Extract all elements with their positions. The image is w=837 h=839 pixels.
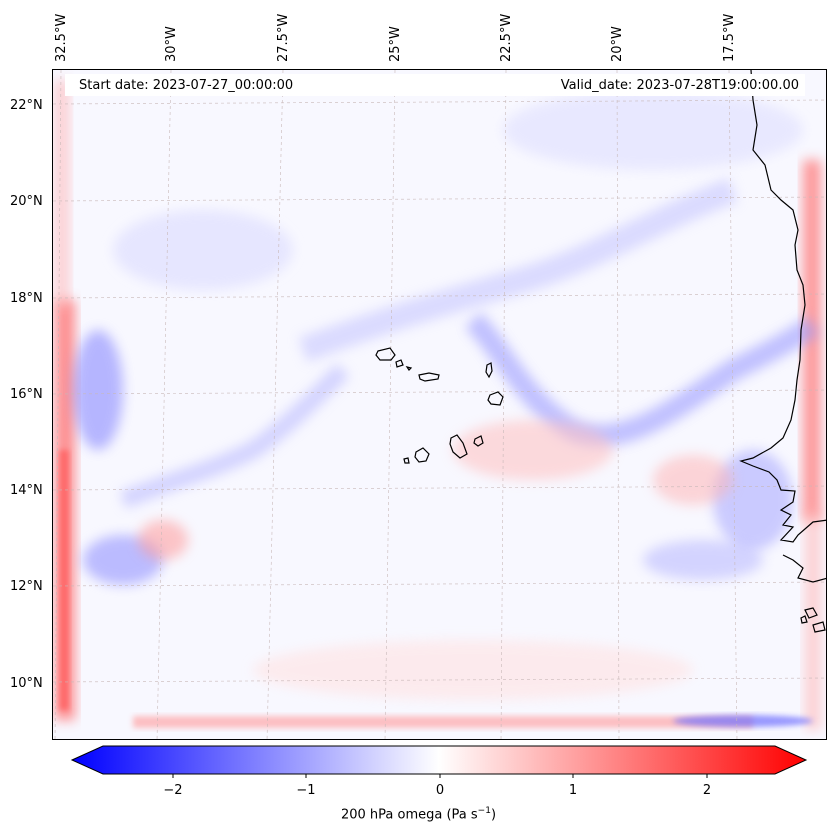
- lat-label-10n: 10°N: [10, 676, 43, 691]
- valid-date-text: Valid_date: 2023-07-28T19:00:00.00: [560, 78, 799, 93]
- lon-label-22.5w: 22.5°W: [499, 13, 514, 62]
- map-panel: [52, 69, 827, 740]
- map-gridlines: [53, 70, 826, 739]
- colorbar-title-text: 200 hPa omega (Pa s: [340, 807, 478, 823]
- island-santo-antao: [375, 347, 396, 361]
- colorbar: −2 −1 0 1 2: [70, 745, 808, 798]
- island-fogo: [414, 447, 430, 463]
- field-pos-east: [653, 455, 733, 505]
- field-neg-northwest: [113, 210, 293, 290]
- island-sal: [485, 362, 493, 379]
- lat-label-18n: 18°N: [10, 291, 43, 306]
- island-boa-vista: [487, 391, 504, 406]
- omega-field-map: [53, 70, 826, 739]
- grid-lat-12n: [53, 581, 826, 587]
- lon-label-20w: 20°W: [610, 26, 625, 62]
- colorbar-bar: [70, 745, 808, 775]
- grid-lon-30w: [156, 70, 172, 739]
- island-santiago: [449, 434, 468, 459]
- coastlines: [375, 70, 826, 633]
- lat-label-14n: 14°N: [10, 483, 43, 498]
- field-neg-band-west: [119, 363, 350, 509]
- start-date-text: Start date: 2023-07-27_00:00:00: [79, 78, 294, 93]
- lon-label-30w: 30°W: [164, 26, 179, 62]
- africa-coastline-south: [782, 554, 826, 583]
- lon-label-25w: 25°W: [388, 26, 403, 62]
- grid-lon-22.5w: [500, 70, 507, 739]
- island-santa-luzia: [405, 366, 413, 371]
- field-neg-southeast: [643, 540, 763, 580]
- grid-lon-32.5w: [54, 70, 62, 739]
- lat-label-12n: 12°N: [10, 579, 43, 594]
- field-left-boundary-core: [59, 450, 69, 710]
- lat-label-16n: 16°N: [10, 387, 43, 402]
- field-bottom-right-negative: [673, 715, 813, 727]
- island-sao-vicente: [395, 359, 404, 368]
- field-pos-south: [253, 640, 693, 700]
- colorbar-title: 200 hPa omega (Pa s−1): [0, 806, 837, 822]
- field-right-boundary: [803, 160, 821, 520]
- lon-label-27.5w: 27.5°W: [276, 13, 291, 62]
- grid-lon-27.5w: [266, 70, 284, 739]
- island-sao-nicolau: [418, 372, 440, 382]
- field-pos-west: [138, 520, 188, 560]
- grid-lon-20w: [616, 70, 620, 739]
- field-right-boundary-lower: [805, 510, 821, 730]
- omega-field: [55, 80, 821, 730]
- island-brava: [403, 457, 410, 464]
- island-maio: [473, 435, 484, 447]
- field-pos-center: [453, 420, 613, 480]
- field-left-boundary-upper: [55, 80, 69, 310]
- cbar-label-minus2: −2: [163, 783, 182, 798]
- cbar-label-1: 1: [569, 783, 577, 798]
- grid-lon-25w: [384, 70, 396, 739]
- field-neg-band-central: [465, 312, 820, 447]
- africa-coastline: [739, 70, 826, 543]
- lat-label-20n: 20°N: [10, 194, 43, 209]
- lon-label-32.5w: 32.5°W: [54, 13, 69, 62]
- cbar-label-0: 0: [436, 783, 444, 798]
- colorbar-title-close: ): [490, 807, 497, 823]
- field-neg-left: [73, 330, 123, 450]
- colorbar-ticks: [172, 774, 708, 778]
- lat-label-22n: 22°N: [10, 98, 43, 113]
- field-neg-east: [713, 450, 793, 550]
- lon-label-17.5w: 17.5°W: [722, 13, 737, 62]
- cbar-label-minus1: −1: [296, 783, 315, 798]
- bijagos-islands: [800, 607, 826, 633]
- field-neg-northeast: [503, 90, 803, 170]
- cbar-label-2: 2: [703, 783, 711, 798]
- title-banner: Start date: 2023-07-27_00:00:00 Valid_da…: [65, 74, 805, 96]
- grid-lon-17.5w: [728, 70, 738, 739]
- field-neg-band-north: [298, 177, 738, 363]
- colorbar-title-exponent: −1: [477, 806, 491, 816]
- field-bottom-boundary: [133, 716, 753, 728]
